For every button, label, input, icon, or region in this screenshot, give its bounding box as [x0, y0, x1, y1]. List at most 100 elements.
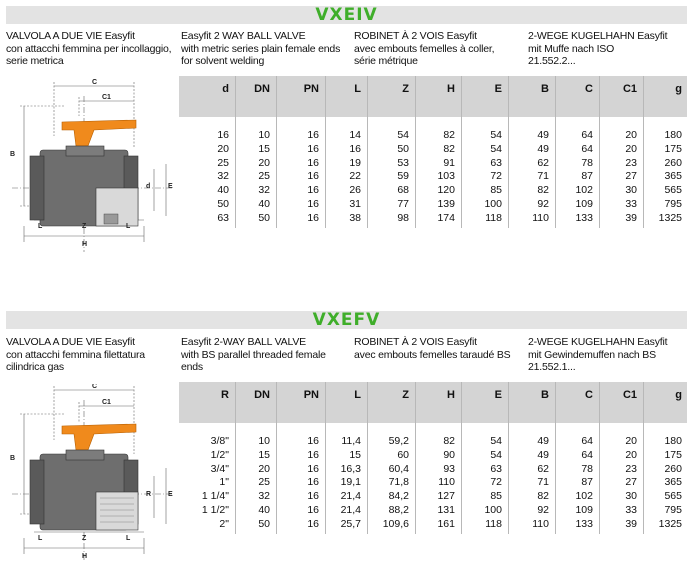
table-cell: 54 — [490, 448, 502, 461]
column-rule — [643, 76, 644, 228]
table-cell: 16 — [307, 184, 319, 197]
table-cell: 71,8 — [388, 476, 409, 489]
table-cell: 63 — [490, 462, 502, 475]
column-rule — [276, 382, 277, 534]
column-header: L — [354, 83, 361, 95]
table-cell: 16 — [307, 435, 319, 447]
table-cell: 110 — [532, 211, 549, 224]
dim-label-z: Z — [82, 535, 87, 542]
column-header: L — [354, 389, 361, 401]
column-rule — [367, 76, 368, 228]
table-cell: 180 — [664, 129, 682, 141]
column-rule — [599, 76, 600, 228]
table-cell: 3/4" — [210, 462, 229, 475]
table-cell: 102 — [575, 184, 593, 197]
table-cell: 78 — [581, 462, 593, 475]
column-header: C1 — [622, 389, 637, 401]
table-cell: 16 — [307, 517, 319, 530]
table-cell: 20 — [625, 129, 637, 141]
table-row: 20 15 16 16 50 82 54 49 64 20 175 — [179, 143, 687, 156]
table-row: 3/8" 10 16 11,4 59,2 82 54 49 64 20 180 — [179, 435, 687, 448]
table-cell: 118 — [485, 517, 502, 530]
table-cell: 71 — [537, 476, 549, 489]
table-cell: 795 — [664, 198, 682, 210]
table-cell: 139 — [437, 198, 455, 210]
table-cell: 77 — [397, 198, 409, 210]
table-cell: 72 — [490, 476, 502, 489]
table-cell: 40 — [258, 198, 270, 210]
table-row: 1 1/2" 40 16 21,4 88,2 131 100 92 109 33 795 — [179, 504, 687, 517]
table-cell: 88,2 — [388, 504, 409, 516]
table-row: 50 40 16 31 77 139 100 92 109 33 795 — [179, 198, 687, 211]
table-cell: 16 — [307, 129, 319, 141]
table-cell: 64 — [581, 129, 593, 141]
table-cell: 3/8" — [210, 435, 229, 447]
table-cell: 49 — [537, 435, 549, 447]
dim-label-c: C — [92, 79, 97, 86]
table-cell: 59 — [397, 170, 409, 183]
table-cell: 175 — [664, 448, 682, 461]
table-cell: 1325 — [658, 211, 682, 224]
table-cell: 118 — [485, 211, 502, 224]
column-rule — [508, 382, 509, 534]
table-cell: 16 — [307, 156, 319, 169]
dim-label-b: B — [10, 455, 15, 462]
table-cell: 54 — [490, 129, 502, 141]
column-rule — [276, 76, 277, 228]
table-cell: 90 — [443, 448, 455, 461]
column-rule — [461, 382, 462, 534]
table-cell: 20 — [258, 156, 270, 169]
table-cell: 50 — [217, 198, 229, 210]
table-cell: 23 — [625, 156, 637, 169]
table-cell: 21,4 — [340, 490, 361, 503]
table-row: 40 32 16 26 68 120 85 82 102 30 565 — [179, 184, 687, 197]
column-header: E — [494, 389, 502, 401]
description-en: Easyfit 2 WAY BALL VALVE with metric ser… — [181, 30, 341, 67]
table-body: 16 10 16 14 54 82 54 49 64 20 180 20 15 16 16 50 82 54 49 6… — [179, 117, 687, 228]
dim-label-h: H — [82, 553, 87, 560]
table-cell: 85 — [490, 490, 502, 503]
table-cell: 92 — [537, 504, 549, 516]
table-cell: 1 1/2" — [201, 504, 229, 516]
table-body: 3/8" 10 16 11,4 59,2 82 54 49 64 20 180 1/2" 15 16 15 6… — [179, 423, 687, 534]
table-cell: 109 — [575, 504, 593, 516]
table-cell: 133 — [575, 211, 593, 224]
table-cell: 15 — [349, 448, 361, 461]
table-row: 25 20 16 19 53 91 63 62 78 23 260 — [179, 157, 687, 170]
table-cell: 82 — [537, 490, 549, 503]
table-cell: 27 — [625, 170, 637, 183]
table-cell: 102 — [575, 490, 593, 503]
table-cell: 72 — [490, 170, 502, 183]
table-cell: 131 — [437, 504, 455, 516]
column-header: PN — [303, 389, 319, 401]
table-cell: 53 — [397, 156, 409, 169]
valve-dimension-drawing: C C1 B E d L Z L H — [10, 79, 173, 252]
column-rule — [415, 76, 416, 228]
description-fr: ROBINET À 2 VOIS Easyfit avec embouts fe… — [354, 336, 511, 361]
table-cell: 109,6 — [382, 517, 409, 530]
table-cell: 1/2" — [210, 448, 229, 461]
table-cell: 25,7 — [340, 517, 361, 530]
table-cell: 2" — [219, 517, 229, 530]
table-cell: 10 — [258, 435, 270, 447]
table-cell: 49 — [537, 129, 549, 141]
column-rule — [325, 76, 326, 228]
table-cell: 59,2 — [388, 435, 409, 447]
table-cell: 22 — [349, 170, 361, 183]
table-cell: 50 — [258, 211, 270, 224]
table-cell: 87 — [581, 170, 593, 183]
table-cell: 63 — [217, 211, 229, 224]
dim-label-r: R — [146, 491, 151, 498]
table-cell: 78 — [581, 156, 593, 169]
table-cell: 54 — [397, 129, 409, 141]
table-header: d DN PN L Z H E B C C1 g — [179, 76, 687, 117]
product-code: VXEFV — [312, 310, 381, 330]
column-rule — [508, 76, 509, 228]
column-rule — [555, 382, 556, 534]
table-cell: 1325 — [658, 517, 682, 530]
dim-label-l-left: L — [38, 223, 43, 230]
table-cell: 16,3 — [340, 462, 361, 475]
column-header: E — [494, 83, 502, 95]
table-cell: 15 — [258, 142, 270, 155]
